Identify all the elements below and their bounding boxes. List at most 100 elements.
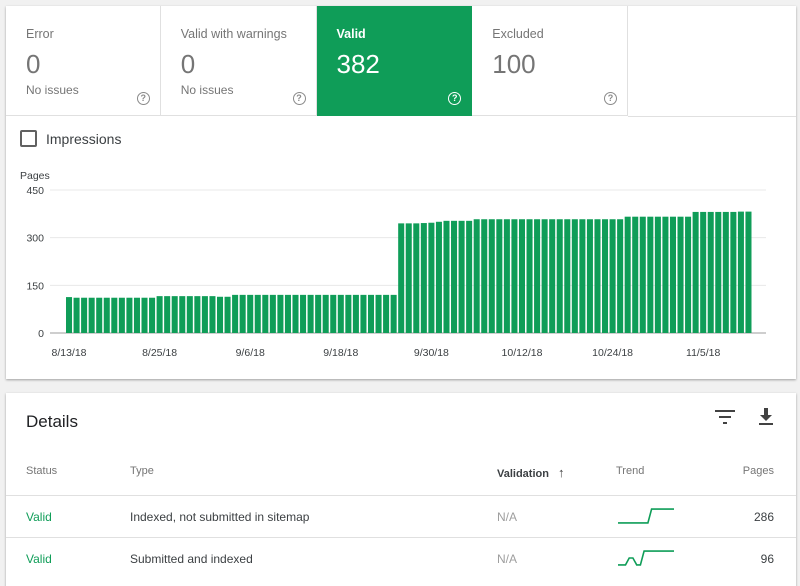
chart-bar[interactable] bbox=[579, 219, 586, 333]
table-row[interactable]: Valid Indexed, not submitted in sitemap … bbox=[6, 495, 796, 537]
chart-bar[interactable] bbox=[669, 216, 676, 333]
chart-bar[interactable] bbox=[360, 294, 367, 333]
column-header-pages[interactable]: Pages bbox=[742, 465, 774, 477]
chart-bar[interactable] bbox=[594, 219, 601, 333]
chart-bar[interactable] bbox=[179, 296, 186, 333]
chart-bar[interactable] bbox=[300, 294, 307, 333]
chart-bar[interactable] bbox=[81, 297, 88, 333]
chart-bar[interactable] bbox=[367, 294, 375, 333]
chart-bar[interactable] bbox=[632, 216, 639, 333]
chart-bar[interactable] bbox=[171, 296, 178, 333]
tile-valid-with-warnings[interactable]: Valid with warnings 0 No issues ? bbox=[160, 6, 317, 116]
chart-bar[interactable] bbox=[224, 296, 231, 333]
chart-bar[interactable] bbox=[96, 297, 103, 333]
chart-bar[interactable] bbox=[141, 297, 148, 333]
help-circle-icon[interactable]: ? bbox=[448, 92, 462, 105]
chart-bar[interactable] bbox=[541, 219, 548, 333]
chart-bar[interactable] bbox=[383, 294, 390, 333]
chart-bar[interactable] bbox=[375, 294, 382, 333]
help-circle-icon[interactable]: ? bbox=[136, 92, 150, 105]
chart-bar[interactable] bbox=[662, 216, 669, 333]
chart-bar[interactable] bbox=[133, 297, 140, 333]
chart-bar[interactable] bbox=[617, 219, 624, 333]
chart-bar[interactable] bbox=[639, 216, 646, 333]
chart-bar[interactable] bbox=[730, 211, 737, 333]
chart-bar[interactable] bbox=[602, 219, 609, 333]
chart-bar[interactable] bbox=[435, 221, 442, 333]
chart-bar[interactable] bbox=[322, 294, 329, 333]
chart-bar[interactable] bbox=[149, 297, 156, 333]
chart-bar[interactable] bbox=[262, 294, 269, 333]
chart-bar[interactable] bbox=[609, 219, 616, 333]
chart-bar[interactable] bbox=[209, 296, 216, 333]
chart-bar[interactable] bbox=[307, 294, 314, 333]
chart-bar[interactable] bbox=[707, 211, 714, 333]
chart-bar[interactable] bbox=[194, 296, 201, 333]
help-circle-icon[interactable]: ? bbox=[604, 92, 617, 105]
chart-bar[interactable] bbox=[420, 223, 427, 333]
chart-bar[interactable] bbox=[722, 211, 729, 333]
chart-bar[interactable] bbox=[451, 220, 458, 333]
chart-bar[interactable] bbox=[73, 297, 80, 333]
chart-bar[interactable] bbox=[466, 220, 473, 333]
chart-bar[interactable] bbox=[118, 297, 125, 333]
chart-bar[interactable] bbox=[284, 294, 291, 333]
impressions-toggle[interactable]: Impressions bbox=[20, 130, 121, 147]
impressions-checkbox[interactable] bbox=[20, 130, 37, 147]
chart-bar[interactable] bbox=[352, 294, 359, 333]
chart-bar[interactable] bbox=[654, 216, 661, 333]
chart-bar[interactable] bbox=[443, 220, 450, 333]
chart-bar[interactable] bbox=[647, 216, 654, 333]
chart-bar[interactable] bbox=[103, 297, 110, 333]
chart-bar[interactable] bbox=[745, 211, 752, 333]
chart-bar[interactable] bbox=[405, 223, 412, 333]
chart-bar[interactable] bbox=[111, 297, 118, 333]
chart-bar[interactable] bbox=[518, 219, 526, 333]
chart-bar[interactable] bbox=[549, 219, 556, 333]
chart-bar[interactable] bbox=[677, 216, 684, 333]
filter-icon[interactable] bbox=[715, 410, 735, 424]
chart-bar[interactable] bbox=[88, 297, 95, 333]
chart-bar[interactable] bbox=[715, 211, 722, 333]
chart-bar[interactable] bbox=[164, 296, 171, 333]
download-icon[interactable] bbox=[758, 408, 774, 426]
chart-bar[interactable] bbox=[624, 216, 631, 333]
chart-bar[interactable] bbox=[201, 296, 208, 333]
chart-bar[interactable] bbox=[481, 219, 488, 333]
chart-bar[interactable] bbox=[586, 219, 593, 333]
table-row[interactable]: Valid Submitted and indexed N/A 96 bbox=[6, 537, 796, 579]
chart-bar[interactable] bbox=[269, 294, 276, 333]
chart-bar[interactable] bbox=[277, 294, 284, 333]
chart-bar[interactable] bbox=[315, 294, 322, 333]
chart-bar[interactable] bbox=[534, 219, 541, 333]
chart-bar[interactable] bbox=[398, 223, 405, 333]
chart-bar[interactable] bbox=[692, 211, 699, 333]
chart-bar[interactable] bbox=[458, 220, 465, 333]
tile-valid[interactable]: Valid 382 ? bbox=[316, 6, 473, 116]
chart-bar[interactable] bbox=[700, 211, 707, 333]
help-circle-icon[interactable]: ? bbox=[292, 92, 306, 105]
chart-bar[interactable] bbox=[186, 296, 193, 333]
tile-excluded[interactable]: Excluded 100 ? bbox=[472, 6, 628, 116]
chart-bar[interactable] bbox=[488, 219, 495, 333]
chart-bar[interactable] bbox=[564, 219, 571, 333]
chart-bar[interactable] bbox=[337, 294, 344, 333]
chart-bar[interactable] bbox=[503, 219, 510, 333]
column-header-status[interactable]: Status bbox=[26, 465, 58, 477]
chart-bar[interactable] bbox=[571, 219, 578, 333]
chart-bar[interactable] bbox=[126, 297, 133, 333]
chart-bar[interactable] bbox=[330, 294, 337, 333]
chart-bar[interactable] bbox=[254, 294, 261, 333]
chart-bar[interactable] bbox=[390, 294, 397, 333]
chart-bar[interactable] bbox=[737, 211, 744, 333]
chart-bar[interactable] bbox=[216, 296, 224, 333]
chart-bar[interactable] bbox=[428, 222, 435, 333]
tile-error[interactable]: Error 0 No issues ? bbox=[6, 6, 161, 116]
chart-bar[interactable] bbox=[66, 297, 73, 333]
column-header-type[interactable]: Type bbox=[130, 465, 154, 477]
chart-bar[interactable] bbox=[232, 294, 239, 333]
chart-bar[interactable] bbox=[496, 219, 503, 333]
chart-bar[interactable] bbox=[413, 223, 420, 333]
chart-bar[interactable] bbox=[556, 219, 563, 333]
chart-bar[interactable] bbox=[473, 219, 480, 333]
